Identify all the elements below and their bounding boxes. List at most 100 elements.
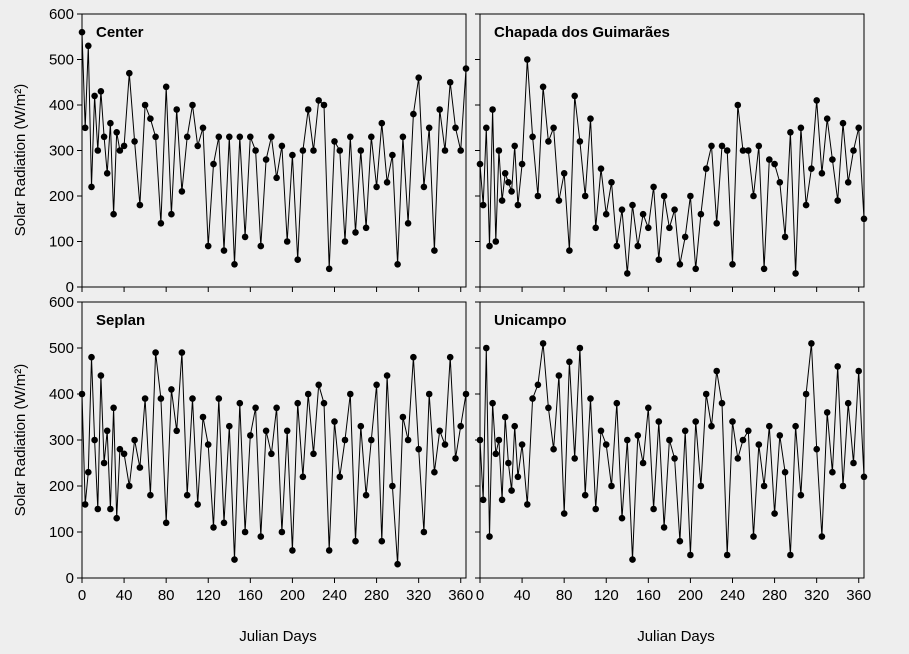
data-point <box>676 537 684 545</box>
data-point <box>639 459 647 467</box>
y-tick-label: 600 <box>49 6 74 23</box>
data-point <box>352 537 359 545</box>
data-point <box>850 459 857 467</box>
data-point <box>204 441 212 448</box>
data-point <box>341 238 349 245</box>
data-point <box>534 192 542 200</box>
data-point <box>479 496 487 504</box>
data-point <box>247 133 254 141</box>
data-point <box>157 220 165 227</box>
data-point <box>687 551 694 559</box>
data-point <box>760 265 768 273</box>
data-point <box>486 533 493 540</box>
data-point <box>373 183 380 191</box>
data-point <box>860 215 868 223</box>
data-point <box>660 524 668 531</box>
data-point <box>624 436 631 444</box>
data-point <box>476 436 484 444</box>
data-point <box>576 344 584 352</box>
data-point <box>802 201 810 209</box>
data-point <box>676 261 684 268</box>
data-point <box>325 547 333 554</box>
data-point <box>750 533 757 540</box>
data-point <box>310 147 317 154</box>
data-point <box>834 363 841 370</box>
data-point <box>829 468 836 476</box>
data-point <box>289 547 296 554</box>
data-point <box>505 459 512 467</box>
data-point <box>834 197 841 204</box>
data-point <box>383 179 391 186</box>
y-tick-label: 300 <box>49 432 74 449</box>
data-point <box>383 372 391 379</box>
data-point <box>136 464 144 471</box>
data-point <box>545 138 552 145</box>
data-point <box>501 170 509 177</box>
y-tick-label: 200 <box>49 188 74 205</box>
data-point <box>829 156 836 163</box>
data-point <box>581 491 589 499</box>
data-point <box>723 147 731 154</box>
data-point <box>341 436 349 444</box>
data-point <box>436 106 444 113</box>
data-point <box>373 381 380 389</box>
x-tick-label: 160 <box>636 587 661 604</box>
data-point <box>378 537 386 545</box>
data-point <box>394 261 401 268</box>
data-point <box>404 220 412 227</box>
data-point <box>273 174 280 182</box>
panel-2: 0 100 200 300 400 500 600 0 40 80 120 160 200 240 280 3… <box>49 294 473 604</box>
data-point <box>410 110 417 118</box>
panel-title: Center <box>96 24 144 41</box>
data-point <box>215 395 223 402</box>
data-point <box>141 395 149 402</box>
data-point <box>231 556 238 563</box>
data-point <box>331 418 338 425</box>
data-point <box>268 133 275 141</box>
x-tick-label: 200 <box>678 587 703 604</box>
data-point <box>136 201 144 209</box>
data-point <box>91 436 98 444</box>
y-tick-label: 300 <box>49 143 74 160</box>
data-point <box>655 256 663 264</box>
data-point <box>283 238 291 245</box>
data-point <box>818 170 826 177</box>
x-tick-label: 80 <box>556 587 573 604</box>
data-point <box>131 138 138 145</box>
data-point <box>813 445 820 453</box>
data-point <box>294 256 302 264</box>
data-point <box>511 422 518 430</box>
data-point <box>781 468 789 476</box>
data-point <box>97 88 105 95</box>
data-point <box>183 133 191 141</box>
data-point <box>431 247 438 254</box>
data-point <box>844 179 852 186</box>
data-point <box>797 124 805 132</box>
data-point <box>529 395 536 402</box>
data-point <box>362 224 370 232</box>
x-tick-label: 360 <box>448 587 473 604</box>
data-point <box>404 436 412 444</box>
data-point <box>368 436 375 444</box>
data-point <box>394 560 401 568</box>
data-point <box>514 473 522 481</box>
data-point <box>792 270 799 277</box>
x-tick-label: 360 <box>846 587 871 604</box>
data-point <box>389 482 396 490</box>
data-point <box>608 179 615 186</box>
data-point <box>839 119 847 127</box>
data-point <box>681 233 689 241</box>
data-point <box>524 56 531 63</box>
data-point <box>755 142 763 150</box>
data-point <box>168 210 175 218</box>
data-point <box>766 156 773 163</box>
data-point <box>252 404 259 412</box>
x-tick-label: 280 <box>364 587 389 604</box>
data-point <box>399 133 407 141</box>
data-point <box>639 210 647 218</box>
data-point <box>199 124 207 132</box>
data-point <box>462 390 470 398</box>
data-point <box>462 65 470 72</box>
data-point <box>534 381 542 389</box>
data-point <box>241 528 249 536</box>
